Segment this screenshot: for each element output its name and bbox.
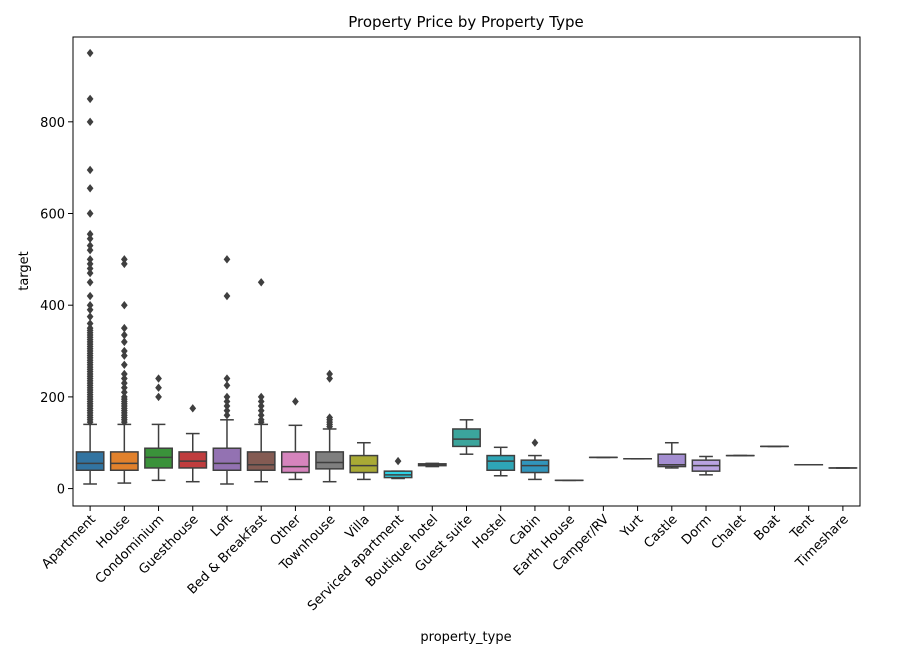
outlier-point [87, 184, 94, 192]
x-tick-label: Loft [208, 512, 236, 540]
outlier-point [121, 370, 128, 378]
outlier-point [292, 397, 299, 405]
box-loft [213, 255, 240, 484]
outlier-point [121, 324, 128, 332]
box-castle [658, 443, 685, 468]
x-tick-label: Boat [752, 512, 784, 544]
box-iqr [111, 452, 138, 470]
y-tick-label: 200 [40, 391, 65, 406]
box-house [111, 255, 138, 483]
y-axis-label: target [17, 251, 32, 291]
outlier-point [87, 230, 94, 238]
box-iqr [316, 452, 343, 469]
x-tick-label: Yurt [617, 512, 646, 541]
y-tick-label: 600 [40, 208, 65, 223]
outlier-point [87, 278, 94, 286]
outlier-point [155, 384, 162, 392]
box-iqr [76, 452, 103, 470]
box-boutique-hotel [419, 463, 446, 466]
box-guesthouse [179, 404, 206, 482]
box-guest-suite [453, 420, 480, 454]
y-tick-label: 0 [57, 483, 65, 498]
box-iqr [350, 456, 377, 473]
outlier-point [87, 209, 94, 217]
box-serviced-apartment [384, 457, 411, 479]
outlier-point [224, 292, 231, 300]
chart-marks [76, 49, 856, 484]
outlier-point [87, 95, 94, 103]
outlier-point [121, 255, 128, 263]
outlier-point [155, 374, 162, 382]
outlier-point [121, 361, 128, 369]
outlier-point [189, 404, 196, 412]
box-iqr [248, 452, 275, 470]
x-tick-label: Tent [787, 512, 817, 542]
box-condominium [145, 374, 172, 480]
outlier-point [258, 393, 265, 401]
outlier-point [395, 457, 402, 465]
box-iqr [282, 452, 309, 473]
box-hostel [487, 447, 514, 475]
outlier-point [87, 118, 94, 126]
x-tick-label: Castle [641, 512, 680, 551]
outlier-point [326, 370, 333, 378]
outlier-point [87, 255, 94, 263]
outlier-point [155, 393, 162, 401]
chart-title: Property Price by Property Type [348, 13, 583, 31]
chart-axes: 0200400600800ApartmentHouseCondominiumGu… [39, 116, 852, 614]
y-tick-label: 400 [40, 299, 65, 314]
x-tick-label: Hostel [470, 512, 510, 552]
outlier-point [224, 374, 231, 382]
outlier-point [87, 49, 94, 57]
outlier-point [258, 278, 265, 286]
box-villa [350, 443, 377, 480]
box-apartment [76, 49, 103, 484]
box-iqr [179, 452, 206, 468]
x-tick-label: Villa [343, 512, 373, 542]
box-other [282, 397, 309, 479]
x-axis-label: property_type [420, 630, 511, 645]
box-iqr [453, 429, 480, 446]
outlier-point [532, 439, 539, 447]
outlier-point [224, 393, 231, 401]
box-townhouse [316, 370, 343, 482]
box-iqr [213, 448, 240, 470]
outlier-point [121, 301, 128, 309]
box-cabin [521, 439, 548, 480]
outlier-point [87, 292, 94, 300]
outlier-point [224, 255, 231, 263]
x-tick-label: Apartment [39, 512, 99, 572]
outlier-point [121, 347, 128, 355]
box-dorm [692, 456, 719, 474]
outlier-point [87, 166, 94, 174]
outlier-point [87, 301, 94, 309]
box-bed-breakfast [248, 278, 275, 482]
box-iqr [487, 456, 514, 471]
y-tick-label: 800 [40, 116, 65, 131]
x-tick-label: Chalet [709, 512, 749, 552]
